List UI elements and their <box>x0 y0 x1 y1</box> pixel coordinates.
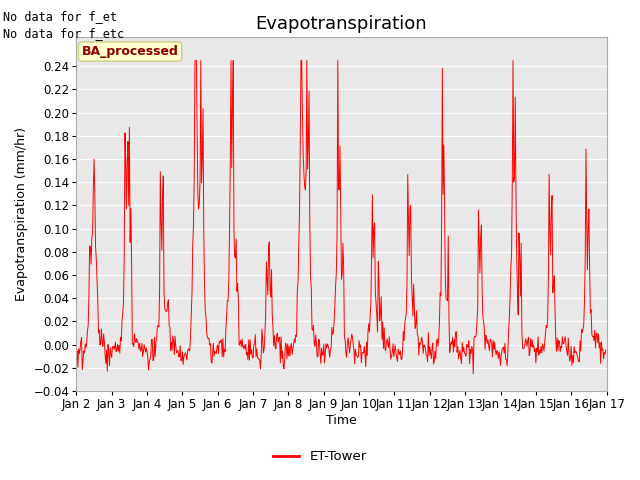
Title: Evapotranspiration: Evapotranspiration <box>255 15 428 33</box>
Legend: ET-Tower: ET-Tower <box>268 445 372 468</box>
X-axis label: Time: Time <box>326 414 357 427</box>
Y-axis label: Evapotranspiration (mm/hr): Evapotranspiration (mm/hr) <box>15 127 28 301</box>
Text: No data for f_et
No data for f_etc: No data for f_et No data for f_etc <box>3 10 124 40</box>
Text: BA_processed: BA_processed <box>82 45 179 58</box>
